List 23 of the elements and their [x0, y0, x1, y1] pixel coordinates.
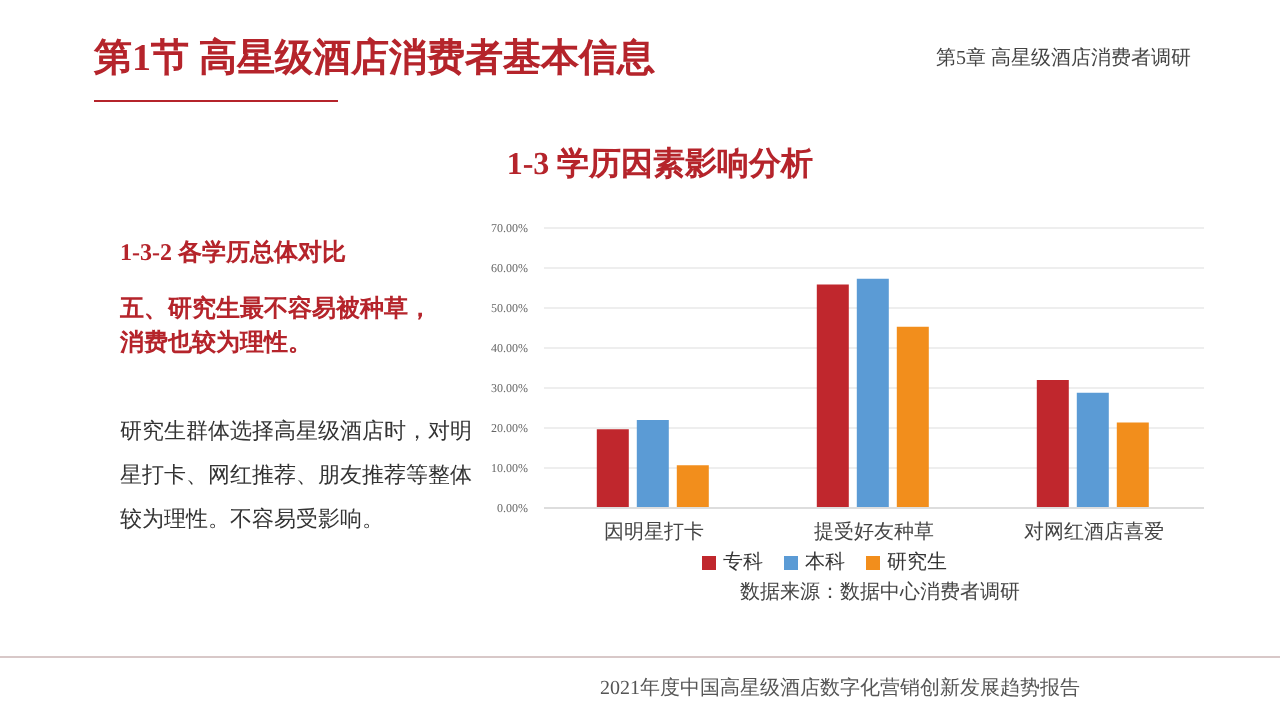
chart-title: 1-3 学历因素影响分析	[504, 144, 816, 186]
bar	[596, 429, 629, 508]
x-tick-label: 因明星打卡	[604, 520, 704, 545]
bar	[636, 420, 669, 508]
text: 第1节 高星级酒店消费者基本信息	[94, 35, 655, 84]
bar	[1036, 380, 1069, 508]
x-tick-label: 提受好友种草	[814, 520, 934, 545]
text: 五、研究生最不容易被种草，消费也较为理性。	[120, 292, 434, 360]
source-note: 数据来源：数据中心消费者调研	[740, 579, 1020, 606]
text: 第5章 高星级酒店消费者调研	[936, 45, 1191, 72]
bar	[816, 284, 849, 508]
legend-label: 专科	[723, 552, 763, 574]
legend-label: 本科	[805, 552, 845, 574]
bar	[856, 278, 889, 508]
text: 研究生群体选择高星级酒店时，对明星打卡、网红推荐、朋友推荐等整体较为理性。不容易受影响。	[120, 417, 474, 536]
legend-label: 研究生	[887, 552, 947, 574]
bar	[896, 326, 929, 508]
bar	[1116, 422, 1149, 508]
bar	[1076, 392, 1109, 508]
text: 2021年度中国高星级酒店数字化营销创新发展趋势报告	[600, 675, 1080, 702]
text: 1-3-2 各学历总体对比	[120, 236, 346, 270]
x-tick-label: 对网红酒店喜爱	[1024, 520, 1164, 545]
bar	[676, 465, 709, 508]
